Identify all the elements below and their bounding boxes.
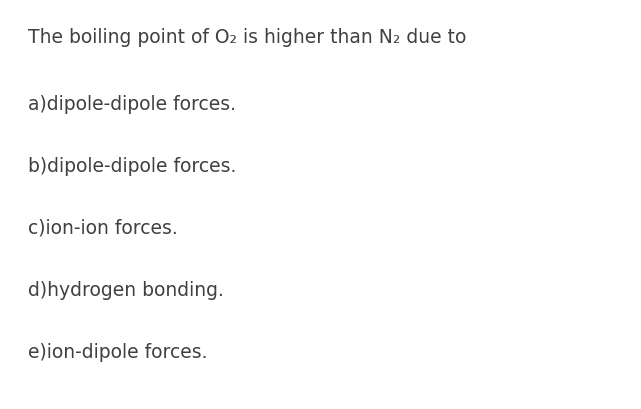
Text: The boiling point of O₂ is higher than N₂ due to: The boiling point of O₂ is higher than N… <box>28 28 467 47</box>
Text: d)hydrogen bonding.: d)hydrogen bonding. <box>28 280 224 299</box>
Text: b)dipole-dipole forces.: b)dipole-dipole forces. <box>28 157 237 175</box>
Text: c)ion-ion forces.: c)ion-ion forces. <box>28 218 178 237</box>
Text: a)dipole-dipole forces.: a)dipole-dipole forces. <box>28 95 236 114</box>
Text: e)ion-dipole forces.: e)ion-dipole forces. <box>28 342 208 361</box>
